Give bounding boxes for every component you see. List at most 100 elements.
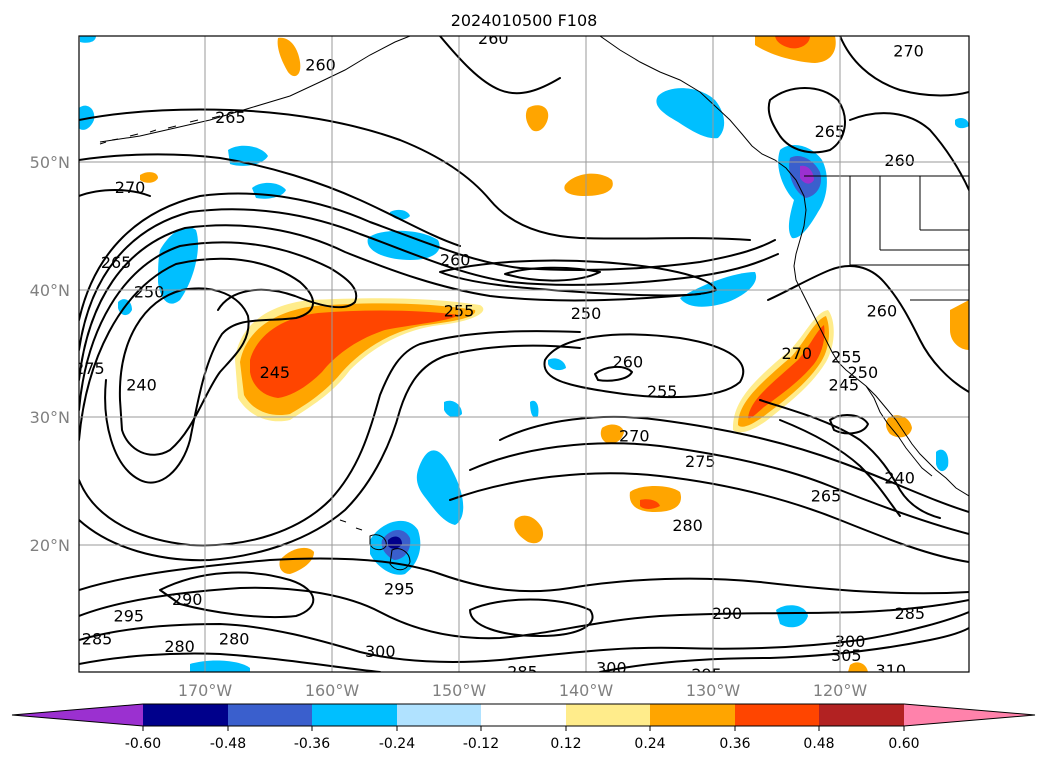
contour-label: 260 xyxy=(884,151,915,170)
colorbar-label: -0.60 xyxy=(125,736,161,752)
warm-blob-south-core xyxy=(640,499,660,509)
contour-line xyxy=(79,330,581,547)
colorbar-extend-low xyxy=(12,704,143,726)
colorbar-label: 0.36 xyxy=(719,736,750,752)
warm-blob-mid xyxy=(600,424,624,444)
contour-line xyxy=(469,442,969,535)
cool-blob-small-mid3 xyxy=(548,358,566,371)
cool-blob-small-mid2 xyxy=(530,400,539,418)
colorbar-segment xyxy=(735,704,819,726)
contour-label: 255 xyxy=(647,382,678,401)
colorbar-segment xyxy=(819,704,904,726)
gridlines xyxy=(79,36,969,672)
lat-label-30n: 30°N xyxy=(30,408,70,427)
colorbar-label: -0.24 xyxy=(379,736,415,752)
colorbar-label: 0.48 xyxy=(803,736,834,752)
contour-label: 250 xyxy=(848,363,879,382)
colorbar-label: -0.48 xyxy=(210,736,246,752)
contour-line xyxy=(439,36,561,95)
warm-blob-mid-north xyxy=(564,173,613,196)
contour-line xyxy=(767,265,969,393)
contour-label-bg xyxy=(137,683,171,701)
negative-shading xyxy=(79,36,969,672)
cool-blob-gulf-alaska xyxy=(656,88,725,139)
contour-label: 300 xyxy=(596,659,627,678)
contour-label: 295 xyxy=(139,684,170,703)
lon-label-130w: 130°W xyxy=(686,681,741,700)
warm-band-central-core xyxy=(250,310,460,398)
contour-line xyxy=(469,598,594,637)
contour-label: 285 xyxy=(507,663,538,682)
contour-label-bg xyxy=(366,673,400,691)
contour-label: 245 xyxy=(829,376,860,395)
colorbar-tick-labels: -0.60 -0.48 -0.36 -0.24 -0.12 0.12 0.24 … xyxy=(125,736,920,752)
contour-label: 260 xyxy=(867,302,898,321)
contour-line xyxy=(79,557,969,595)
contour-line xyxy=(767,87,846,154)
alaska-peninsula-coast xyxy=(99,36,411,143)
colorbar-label: -0.36 xyxy=(294,736,330,752)
lat-label-20n: 20°N xyxy=(30,536,70,555)
warm-blob-gulf xyxy=(525,105,549,132)
aleutian-islands xyxy=(99,109,244,145)
cool-blob-southeast xyxy=(776,605,808,628)
baja-peninsula xyxy=(865,385,933,477)
contour-label: 265 xyxy=(101,253,132,272)
contour-label: 240 xyxy=(126,376,157,395)
colorbar-label: 0.12 xyxy=(550,736,581,752)
colorbar-segment xyxy=(650,704,735,726)
cool-blob-far-east xyxy=(955,118,969,129)
lon-label-160w: 160°W xyxy=(305,681,360,700)
contour-label: 305 xyxy=(831,646,862,665)
cool-blob-east xyxy=(680,272,757,307)
contour-label: 240 xyxy=(884,469,915,488)
warm-blob-bottom-right xyxy=(848,662,868,672)
colorbar-segment xyxy=(481,704,566,726)
contour-label: 270 xyxy=(893,42,924,61)
warm-blob-ne xyxy=(755,36,836,63)
colorbar-segment xyxy=(312,704,397,726)
colorbar-label: 0.24 xyxy=(634,736,665,752)
longitude-labels: 170°W 160°W 150°W 140°W 130°W 120°W xyxy=(178,681,868,700)
contour-label: 300 xyxy=(835,632,866,651)
contour-label: 290 xyxy=(712,604,743,623)
warm-blob-south xyxy=(629,486,681,512)
lon-label-120w: 120°W xyxy=(813,681,868,700)
contour-label: 280 xyxy=(219,629,250,648)
warm-blob-nw xyxy=(277,37,301,77)
cool-blob-bc-coast-deep xyxy=(800,165,814,184)
contour-line xyxy=(79,344,581,562)
lat-label-40n: 40°N xyxy=(30,281,70,300)
contour-label: 280 xyxy=(164,637,195,656)
contour-line xyxy=(79,189,151,197)
cool-blob-mid-north xyxy=(367,230,440,260)
contour-label: 260 xyxy=(478,29,509,48)
colorbar: -0.60 -0.48 -0.36 -0.24 -0.12 0.12 0.24 … xyxy=(11,703,1036,752)
lon-label-140w: 140°W xyxy=(559,681,614,700)
contour-line xyxy=(759,399,941,519)
contour-label: 295 xyxy=(691,665,722,684)
contour-line xyxy=(79,611,969,663)
contour-label: 295 xyxy=(384,580,415,599)
colorbar-segment xyxy=(228,704,312,726)
contour-line xyxy=(779,419,901,517)
cool-blob-baja xyxy=(936,449,949,472)
hawaii-islands xyxy=(339,519,411,571)
contour-line xyxy=(79,153,461,247)
warm-band-east-core xyxy=(748,325,825,419)
contour-label: 300 xyxy=(365,642,396,661)
contour-line xyxy=(79,224,701,381)
contour-line xyxy=(599,627,969,672)
contour-line xyxy=(79,652,381,672)
contour-line xyxy=(79,257,314,484)
contour-label: 265 xyxy=(811,487,842,506)
contour-line xyxy=(118,287,250,456)
warm-blob-ne-core xyxy=(775,36,810,49)
lon-label-170w: 170°W xyxy=(178,681,233,700)
contour-line xyxy=(79,192,776,321)
lat-label-50n: 50°N xyxy=(30,153,70,172)
contour-label: 285 xyxy=(895,604,926,623)
contour-line xyxy=(543,333,745,399)
